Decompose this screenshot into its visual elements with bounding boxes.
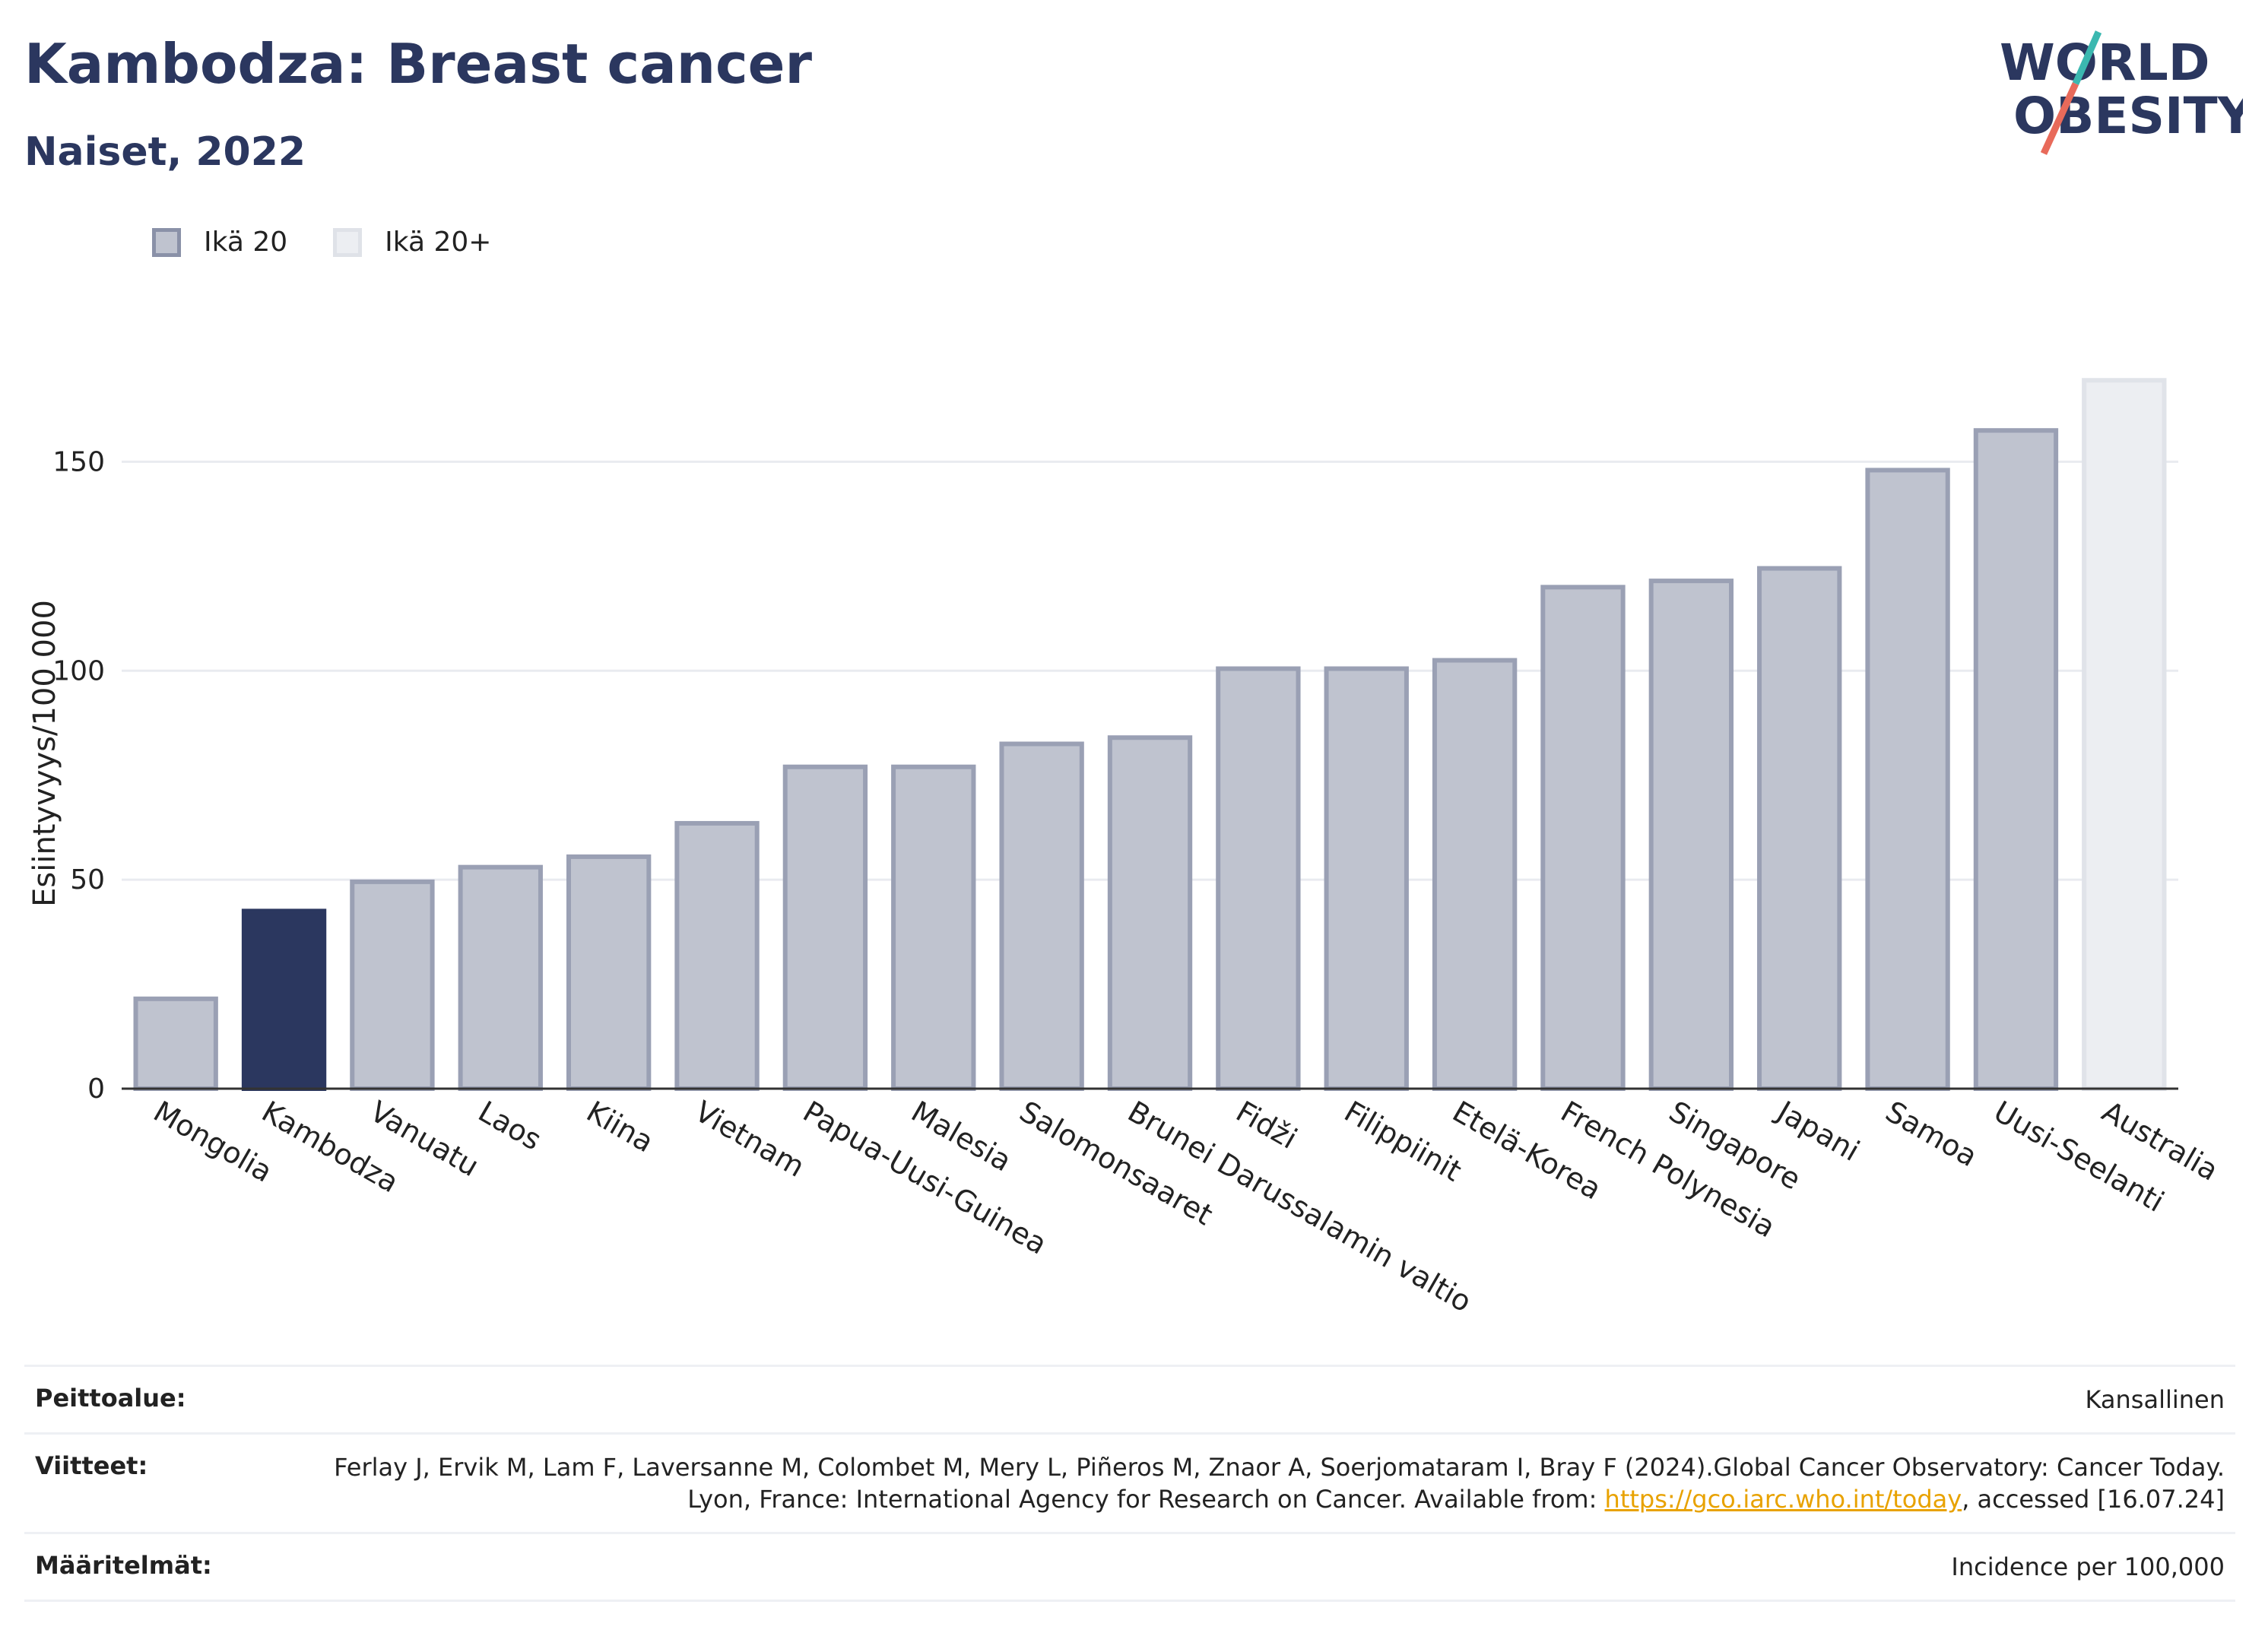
meta-row-definitions: Määritelmät: Incidence per 100,000 (24, 1532, 2235, 1602)
chart-title: Kambodza: Breast cancer (24, 32, 812, 96)
references-text: Ferlay J, Ervik M, Lam F, Laversanne M, … (334, 1453, 2225, 1514)
chart-subtitle: Naiset, 2022 (24, 129, 306, 175)
bar-salomonsaaret (999, 741, 1084, 1091)
legend-label-age20plus: Ikä 20+ (385, 227, 492, 258)
logo-slash-teal (2072, 30, 2102, 85)
legend-item-age20plus[interactable]: Ikä 20+ (333, 227, 491, 258)
definitions-label: Määritelmät: (35, 1551, 212, 1580)
bar-laos (458, 864, 543, 1092)
legend-label-age20: Ikä 20 (204, 227, 288, 258)
bar-japani (1757, 566, 1842, 1091)
x-tick-label-11: Filippiinit (1339, 1095, 1467, 1188)
bar-vanuatu (350, 879, 435, 1092)
bar-papua-uusi-guinea (782, 764, 868, 1091)
bar-uusi-seelanti (1973, 428, 2059, 1091)
x-tick-label-4: Kiina (581, 1095, 659, 1159)
logo-line1: WORLD (2000, 33, 2210, 92)
x-tick-label-16: Samoa (1880, 1095, 1983, 1174)
references-value: Ferlay J, Ervik M, Lam F, Laversanne M, … (324, 1451, 2225, 1515)
bar-fid-i (1216, 666, 1301, 1091)
references-accessed: , accessed [16.07.24] (1962, 1485, 2225, 1514)
legend-item-age20[interactable]: Ikä 20 (152, 227, 287, 258)
legend: Ikä 20 Ikä 20+ (152, 227, 537, 258)
x-tick-label-10: Fidži (1230, 1095, 1302, 1156)
logo-slash-red (2040, 82, 2079, 155)
y-tick-label-50: 50 (70, 864, 105, 896)
bar-french-polynesia (1540, 585, 1626, 1091)
definitions-value: Incidence per 100,000 (1951, 1552, 2225, 1581)
metadata-table: Peittoalue: Kansallinen Viitteet: Ferlay… (24, 1365, 2235, 1602)
references-label: Viitteet: (35, 1451, 148, 1480)
bar-kambodza (241, 908, 327, 1092)
bar-samoa (1865, 468, 1950, 1091)
bar-malesia (891, 764, 976, 1091)
world-obesity-logo: WORLD OBESITY (2000, 30, 2243, 155)
coverage-label: Peittoalue: (35, 1384, 186, 1413)
meta-row-references: Viitteet: Ferlay J, Ervik M, Lam F, Lave… (24, 1432, 2235, 1532)
bar-brunei-darussalamin-valtio (1107, 735, 1193, 1091)
y-tick-label-150: 150 (52, 446, 105, 477)
x-tick-label-0: Mongolia (148, 1095, 278, 1189)
bar-filippiinit (1324, 666, 1409, 1091)
y-tick-label-100: 100 (52, 655, 105, 686)
bar-mongolia (133, 996, 218, 1091)
y-axis-label: Esiintyvyys/100 000 (27, 600, 62, 907)
legend-swatch-age20 (152, 227, 181, 257)
legend-swatch-age20plus (333, 227, 363, 257)
y-tick-label-0: 0 (87, 1073, 105, 1105)
bar-kiina (566, 854, 652, 1091)
references-link[interactable]: https://gco.iarc.who.int/today (1604, 1485, 1962, 1514)
coverage-value: Kansallinen (2085, 1385, 2225, 1414)
bar-australia (2082, 378, 2167, 1091)
x-tick-label-8: Salomonsaaret (1014, 1095, 1219, 1232)
bar-vietnam (674, 820, 760, 1091)
meta-row-coverage: Peittoalue: Kansallinen (24, 1365, 2235, 1432)
bar-singapore (1648, 579, 1734, 1091)
bar-etel-korea (1432, 658, 1518, 1091)
x-tick-label-3: Laos (473, 1095, 547, 1157)
x-tick-label-5: Vietnam (690, 1095, 810, 1184)
